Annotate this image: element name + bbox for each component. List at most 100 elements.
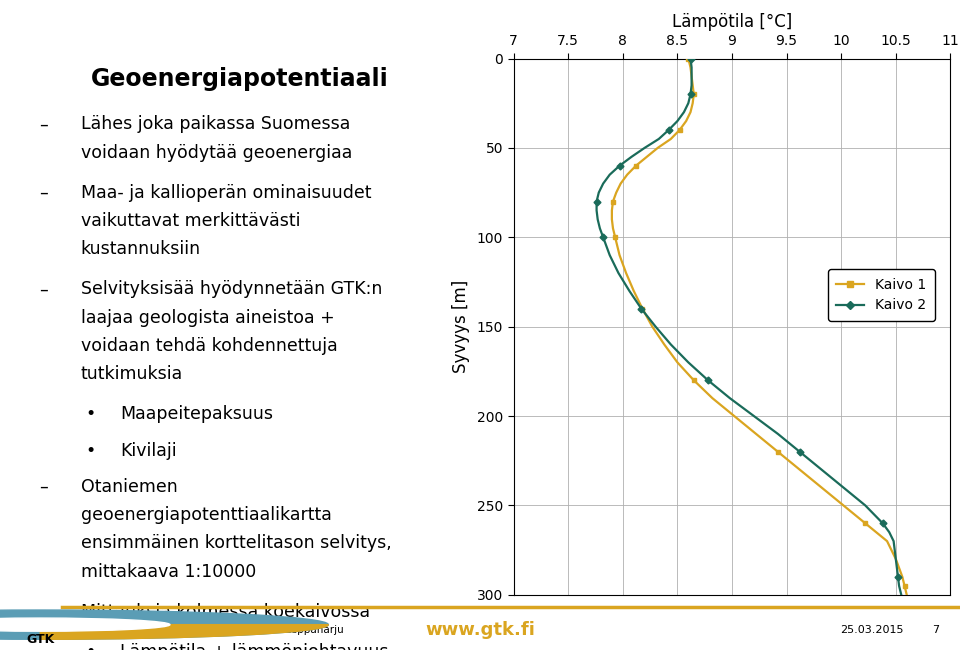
- Kaivo 2: [892, 573, 903, 581]
- Circle shape: [0, 618, 170, 631]
- Text: Otaniemen geoenergiapotentiaali / Nina Leppäharju: Otaniemen geoenergiapotentiaali / Nina L…: [72, 625, 344, 634]
- Kaivo 2: [683, 99, 694, 107]
- Text: kustannuksiin: kustannuksiin: [81, 240, 201, 258]
- Kaivo 2: [597, 179, 609, 187]
- Kaivo 2: [838, 484, 850, 491]
- Kaivo 2: [672, 117, 684, 125]
- Kaivo 1: [859, 519, 871, 527]
- Kaivo 1: [772, 448, 783, 456]
- Text: –: –: [39, 603, 48, 621]
- Kaivo 2: [859, 502, 871, 510]
- Kaivo 1: [816, 484, 828, 491]
- Kaivo 1: [900, 591, 912, 599]
- Text: Lämpötila + lämmönjohtavuus: Lämpötila + lämmönjohtavuus: [120, 643, 388, 650]
- Text: geoenergiapotenttiaalikartta: geoenergiapotenttiaalikartta: [81, 506, 331, 525]
- X-axis label: Lämpötila [°C]: Lämpötila [°C]: [672, 13, 792, 31]
- Text: Maa- ja kallioperän ominaisuudet: Maa- ja kallioperän ominaisuudet: [81, 184, 372, 202]
- Text: •: •: [85, 643, 96, 650]
- Kaivo 2: [748, 412, 759, 420]
- Text: •: •: [85, 406, 96, 423]
- Kaivo 2: [650, 323, 661, 330]
- Kaivo 2: [724, 394, 735, 402]
- Kaivo 1: [688, 90, 700, 98]
- Text: mittakaava 1:10000: mittakaava 1:10000: [81, 563, 256, 580]
- Line: Kaivo 2: Kaivo 2: [594, 56, 903, 597]
- Kaivo 1: [751, 430, 762, 438]
- Kaivo 2: [685, 73, 697, 81]
- Kaivo 2: [590, 207, 602, 215]
- Kaivo 2: [683, 359, 694, 367]
- Text: Geoenergiapotentiaali: Geoenergiapotentiaali: [91, 67, 389, 90]
- Kaivo 2: [613, 162, 625, 170]
- Kaivo 1: [881, 537, 893, 545]
- Kaivo 1: [628, 287, 639, 295]
- Kaivo 2: [590, 198, 602, 205]
- Kaivo 1: [652, 144, 663, 152]
- Kaivo 1: [794, 465, 805, 473]
- Kaivo 2: [794, 448, 805, 456]
- Kaivo 2: [594, 224, 606, 232]
- Kaivo 2: [626, 153, 637, 161]
- Kaivo 1: [897, 573, 908, 581]
- Kaivo 2: [604, 171, 615, 179]
- Kaivo 2: [684, 55, 696, 62]
- Text: Lähes joka paikassa Suomessa: Lähes joka paikassa Suomessa: [81, 116, 350, 133]
- Kaivo 1: [621, 171, 633, 179]
- Kaivo 1: [683, 55, 694, 62]
- Kaivo 2: [639, 144, 651, 152]
- Kaivo 1: [687, 81, 699, 89]
- Kaivo 1: [890, 555, 901, 563]
- Text: www.gtk.fi: www.gtk.fi: [425, 621, 535, 638]
- Kaivo 1: [646, 323, 658, 330]
- Kaivo 2: [593, 188, 605, 196]
- Kaivo 1: [684, 64, 696, 72]
- Kaivo 2: [653, 135, 664, 143]
- Text: tutkimuksia: tutkimuksia: [81, 365, 182, 383]
- Text: Kivilaji: Kivilaji: [120, 442, 177, 460]
- Text: –: –: [39, 281, 48, 298]
- Kaivo 2: [678, 108, 689, 116]
- Circle shape: [0, 610, 328, 640]
- Kaivo 1: [659, 341, 670, 348]
- Text: Selvityksisää hyödynnetään GTK:n: Selvityksisää hyödynnetään GTK:n: [81, 281, 382, 298]
- Kaivo 1: [606, 216, 617, 224]
- Kaivo 1: [665, 135, 677, 143]
- Legend: Kaivo 1, Kaivo 2: Kaivo 1, Kaivo 2: [828, 269, 935, 321]
- Kaivo 2: [684, 90, 696, 98]
- Kaivo 2: [883, 528, 895, 536]
- Text: laajaa geologista aineistoa +: laajaa geologista aineistoa +: [81, 309, 334, 327]
- Text: vaikuttavat merkittävästi: vaikuttavat merkittävästi: [81, 212, 300, 230]
- Kaivo 2: [894, 582, 905, 590]
- Kaivo 1: [687, 99, 699, 107]
- Kaivo 1: [729, 412, 740, 420]
- Wedge shape: [40, 625, 328, 640]
- Kaivo 1: [672, 359, 684, 367]
- Kaivo 2: [685, 64, 697, 72]
- Kaivo 2: [685, 81, 697, 89]
- Kaivo 2: [636, 305, 647, 313]
- Kaivo 1: [684, 108, 696, 116]
- Kaivo 1: [620, 269, 632, 277]
- Kaivo 1: [608, 198, 619, 205]
- Kaivo 1: [608, 224, 619, 232]
- Kaivo 2: [702, 376, 713, 384]
- Kaivo 1: [611, 188, 622, 196]
- Kaivo 1: [674, 126, 685, 134]
- Text: ensimmäinen korttelitason selvitys,: ensimmäinen korttelitason selvitys,: [81, 534, 392, 552]
- Kaivo 1: [610, 233, 621, 241]
- Kaivo 2: [612, 269, 624, 277]
- Kaivo 2: [890, 555, 901, 563]
- Text: –: –: [39, 478, 48, 496]
- Text: voidaan hyödytää geoenergiaa: voidaan hyödytää geoenergiaa: [81, 144, 352, 162]
- Text: 7: 7: [932, 625, 940, 634]
- Text: •: •: [85, 442, 96, 460]
- Kaivo 1: [685, 73, 697, 81]
- Kaivo 1: [613, 251, 625, 259]
- Kaivo 1: [688, 376, 700, 384]
- Kaivo 1: [614, 179, 626, 187]
- Text: Mittauksia kolmessa koekaivossa: Mittauksia kolmessa koekaivossa: [81, 603, 370, 621]
- Kaivo 1: [899, 582, 910, 590]
- Kaivo 1: [681, 117, 692, 125]
- Kaivo 2: [876, 519, 888, 527]
- Kaivo 2: [592, 216, 604, 224]
